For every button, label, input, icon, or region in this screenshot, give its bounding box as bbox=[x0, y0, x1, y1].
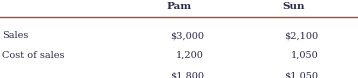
Text: Sales: Sales bbox=[2, 31, 28, 40]
Text: $1,050: $1,050 bbox=[285, 72, 319, 78]
Text: $2,100: $2,100 bbox=[285, 31, 319, 40]
Text: $1,800: $1,800 bbox=[170, 72, 204, 78]
Text: 1,200: 1,200 bbox=[176, 51, 204, 60]
Text: Sun: Sun bbox=[282, 2, 305, 11]
Text: $3,000: $3,000 bbox=[170, 31, 204, 40]
Text: Pam: Pam bbox=[166, 2, 192, 11]
Text: 1,050: 1,050 bbox=[291, 51, 319, 60]
Text: Cost of sales: Cost of sales bbox=[2, 51, 64, 60]
